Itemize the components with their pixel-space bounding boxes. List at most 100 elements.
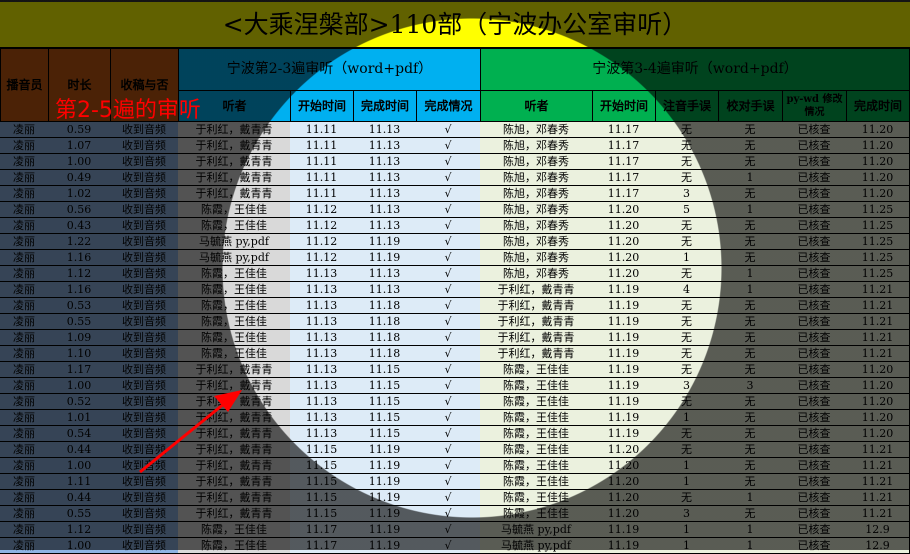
- recorder-cell[interactable]: 凌丽: [0, 442, 49, 458]
- g2-start-cell[interactable]: 11.20: [592, 266, 656, 282]
- g2-start-cell[interactable]: 11.19: [592, 426, 656, 442]
- duration-cell[interactable]: 0.54: [48, 426, 111, 442]
- g1-listener-cell[interactable]: 于利红，戴青青: [178, 170, 291, 186]
- g1-start-cell[interactable]: 11.15: [290, 442, 354, 458]
- g2-proof-cell[interactable]: 无: [718, 458, 783, 474]
- g1-end-cell[interactable]: 11.19: [353, 522, 417, 538]
- duration-cell[interactable]: 1.09: [48, 330, 111, 346]
- g2-start-cell[interactable]: 11.19: [592, 314, 656, 330]
- g2-proof-cell[interactable]: 1: [718, 170, 783, 186]
- g2-done-cell[interactable]: 12.9: [846, 522, 910, 538]
- g2-revision-cell[interactable]: 已核查: [782, 394, 847, 410]
- duration-cell[interactable]: 1.16: [48, 282, 111, 298]
- recorder-cell[interactable]: 凌丽: [0, 378, 49, 394]
- g2-proof-cell[interactable]: 1: [718, 490, 783, 506]
- g2-phonetic-cell[interactable]: 无: [655, 234, 719, 250]
- g2-start-cell[interactable]: 11.20: [592, 474, 656, 490]
- g1-listener-cell[interactable]: 于利红，戴青青: [178, 490, 291, 506]
- recorder-cell[interactable]: 凌丽: [0, 122, 49, 138]
- duration-cell[interactable]: 0.53: [48, 298, 111, 314]
- duration-cell[interactable]: 1.01: [48, 410, 111, 426]
- g2-phonetic-cell[interactable]: 无: [655, 490, 719, 506]
- g2-revision-cell[interactable]: 已核查: [782, 458, 847, 474]
- g2-proof-cell[interactable]: 无: [718, 138, 783, 154]
- recorder-cell[interactable]: 凌丽: [0, 410, 49, 426]
- g2-start-cell[interactable]: 11.20: [592, 218, 656, 234]
- g1-listener-cell[interactable]: 陈霞，王佳佳: [178, 298, 291, 314]
- g1-end-cell[interactable]: 11.15: [353, 362, 417, 378]
- g1-end-cell[interactable]: 11.13: [353, 202, 417, 218]
- header-g2-proof-errors[interactable]: 校对手误: [718, 90, 783, 122]
- g2-start-cell[interactable]: 11.19: [592, 282, 656, 298]
- g1-end-cell[interactable]: 11.19: [353, 506, 417, 522]
- g1-start-cell[interactable]: 11.15: [290, 506, 354, 522]
- g2-phonetic-cell[interactable]: 无: [655, 218, 719, 234]
- receipt-cell[interactable]: 收到音频: [110, 266, 179, 282]
- g1-status-cell[interactable]: √: [416, 250, 481, 266]
- g1-start-cell[interactable]: 11.15: [290, 490, 354, 506]
- recorder-cell[interactable]: 凌丽: [0, 186, 49, 202]
- g2-listener-cell[interactable]: 陈旭，邓春秀: [480, 266, 593, 282]
- g2-start-cell[interactable]: 11.19: [592, 522, 656, 538]
- g2-revision-cell[interactable]: 已核查: [782, 490, 847, 506]
- g1-listener-cell[interactable]: 陈霞，王佳佳: [178, 266, 291, 282]
- g2-proof-cell[interactable]: 无: [718, 154, 783, 170]
- duration-cell[interactable]: 0.43: [48, 218, 111, 234]
- g2-listener-cell[interactable]: 于利红，戴青青: [480, 298, 593, 314]
- duration-cell[interactable]: 1.00: [48, 154, 111, 170]
- recorder-cell[interactable]: 凌丽: [0, 298, 49, 314]
- g2-done-cell[interactable]: 11.20: [846, 154, 910, 170]
- g2-revision-cell[interactable]: 已核查: [782, 538, 847, 554]
- receipt-cell[interactable]: 收到音频: [110, 522, 179, 538]
- g1-listener-cell[interactable]: 于利红，戴青青: [178, 186, 291, 202]
- g2-proof-cell[interactable]: 1: [718, 282, 783, 298]
- g2-proof-cell[interactable]: 无: [718, 250, 783, 266]
- g2-start-cell[interactable]: 11.19: [592, 538, 656, 554]
- g1-listener-cell[interactable]: 陈霞，王佳佳: [178, 202, 291, 218]
- recorder-cell[interactable]: 凌丽: [0, 314, 49, 330]
- header-g2-revision[interactable]: py-wd 修改情况: [782, 90, 847, 122]
- g2-done-cell[interactable]: 11.21: [846, 314, 910, 330]
- g2-listener-cell[interactable]: 于利红，戴青青: [480, 346, 593, 362]
- g1-start-cell[interactable]: 11.13: [290, 394, 354, 410]
- g2-phonetic-cell[interactable]: 无: [655, 426, 719, 442]
- g1-start-cell[interactable]: 11.13: [290, 314, 354, 330]
- g2-revision-cell[interactable]: 已核查: [782, 186, 847, 202]
- duration-cell[interactable]: 0.49: [48, 170, 111, 186]
- g2-revision-cell[interactable]: 已核查: [782, 506, 847, 522]
- duration-cell[interactable]: 1.11: [48, 474, 111, 490]
- g2-revision-cell[interactable]: 已核查: [782, 442, 847, 458]
- g1-listener-cell[interactable]: 陈霞，王佳佳: [178, 282, 291, 298]
- g2-done-cell[interactable]: 11.21: [846, 474, 910, 490]
- g2-start-cell[interactable]: 11.17: [592, 186, 656, 202]
- duration-cell[interactable]: 1.00: [48, 538, 111, 554]
- g2-listener-cell[interactable]: 陈霞，王佳佳: [480, 394, 593, 410]
- g1-start-cell[interactable]: 11.12: [290, 218, 354, 234]
- g2-start-cell[interactable]: 11.17: [592, 170, 656, 186]
- recorder-cell[interactable]: 凌丽: [0, 154, 49, 170]
- g2-listener-cell[interactable]: 陈旭，邓春秀: [480, 250, 593, 266]
- g2-phonetic-cell[interactable]: 1: [655, 474, 719, 490]
- g1-status-cell[interactable]: √: [416, 314, 481, 330]
- g2-start-cell[interactable]: 11.20: [592, 490, 656, 506]
- g2-proof-cell[interactable]: 无: [718, 410, 783, 426]
- g2-start-cell[interactable]: 11.19: [592, 394, 656, 410]
- g1-status-cell[interactable]: √: [416, 378, 481, 394]
- g1-start-cell[interactable]: 11.12: [290, 250, 354, 266]
- g1-listener-cell[interactable]: 陈霞，王佳佳: [178, 538, 291, 554]
- recorder-cell[interactable]: 凌丽: [0, 474, 49, 490]
- receipt-cell[interactable]: 收到音频: [110, 282, 179, 298]
- g2-proof-cell[interactable]: 1: [718, 522, 783, 538]
- g1-start-cell[interactable]: 11.13: [290, 298, 354, 314]
- g1-start-cell[interactable]: 11.13: [290, 378, 354, 394]
- g2-revision-cell[interactable]: 已核查: [782, 346, 847, 362]
- g2-done-cell[interactable]: 11.20: [846, 186, 910, 202]
- g2-phonetic-cell[interactable]: 无: [655, 442, 719, 458]
- g2-done-cell[interactable]: 12.9: [846, 538, 910, 554]
- g2-proof-cell[interactable]: 无: [718, 186, 783, 202]
- recorder-cell[interactable]: 凌丽: [0, 426, 49, 442]
- g1-status-cell[interactable]: √: [416, 154, 481, 170]
- duration-cell[interactable]: 1.16: [48, 250, 111, 266]
- g1-listener-cell[interactable]: 陈霞，王佳佳: [178, 218, 291, 234]
- recorder-cell[interactable]: 凌丽: [0, 362, 49, 378]
